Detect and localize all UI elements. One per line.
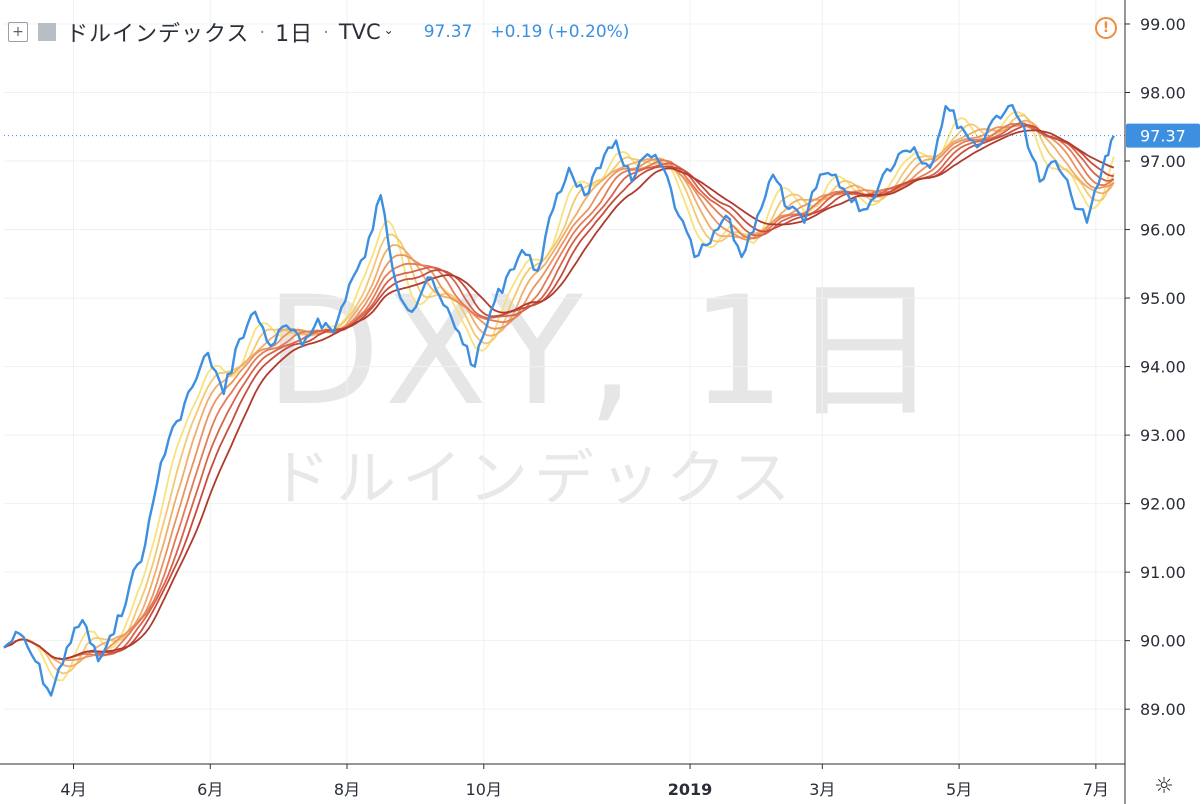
y-tick-label: 91.00 <box>1140 563 1186 582</box>
x-tick-label: 5月 <box>946 780 972 799</box>
separator-dot: · <box>259 21 266 43</box>
moving-average-line-4 <box>3 124 1115 662</box>
exchange-selector[interactable]: TVC ⌄ <box>339 20 394 44</box>
price-line <box>3 103 1115 697</box>
y-tick-label: 93.00 <box>1140 426 1186 445</box>
last-price-label: 97.37 <box>1140 127 1186 146</box>
grid-lines <box>4 0 1125 764</box>
y-tick-label: 90.00 <box>1140 632 1186 651</box>
last-value: 97.37 <box>423 22 473 42</box>
y-tick-label: 94.00 <box>1140 358 1186 377</box>
moving-average-ribbon <box>3 111 1115 682</box>
chevron-down-icon: ⌄ <box>383 23 394 37</box>
moving-average-line-7 <box>3 124 1114 660</box>
y-tick-label: 89.00 <box>1140 700 1186 719</box>
moving-average-line-2 <box>3 114 1115 675</box>
moving-average-line-5 <box>3 122 1115 660</box>
settings-gear-icon[interactable]: ☼ <box>1154 773 1174 799</box>
moving-average-line-1 <box>3 111 1115 682</box>
symbol-name[interactable]: ドルインデックス <box>66 22 250 47</box>
expand-icon[interactable]: + <box>8 22 28 42</box>
y-tick-label: 99.00 <box>1140 15 1186 34</box>
separator-dot: · <box>323 21 329 43</box>
symbol-flag-icon <box>38 23 56 41</box>
x-tick-label: 7月 <box>1083 780 1109 799</box>
y-tick-label: 97.00 <box>1140 152 1186 171</box>
y-tick-label: 92.00 <box>1140 495 1186 514</box>
price-change: +0.19 (+0.20%) <box>490 22 630 42</box>
y-tick-label: 95.00 <box>1140 289 1186 308</box>
x-tick-label: 4月 <box>60 780 86 799</box>
moving-average-line-6 <box>3 122 1115 660</box>
x-tick-label: 6月 <box>197 780 223 799</box>
interval-label[interactable]: 1日 <box>275 22 314 47</box>
last-price-label-bg <box>1126 123 1200 148</box>
moving-average-line-3 <box>3 119 1115 668</box>
x-tick-label: 10月 <box>466 780 502 799</box>
exchange-label: TVC <box>338 20 381 44</box>
x-tick-label: 3月 <box>809 780 835 799</box>
price-series: 97.37 <box>3 103 1200 697</box>
chart-header: + ドルインデックス · 1日 · TVC ⌄ 97.37 +0.19 (+0.… <box>8 14 629 50</box>
y-tick-label: 98.00 <box>1140 84 1186 103</box>
alert-icon[interactable]: ! <box>1095 17 1117 39</box>
x-tick-label: 8月 <box>334 780 360 799</box>
x-tick-label: 2019 <box>668 780 713 799</box>
y-tick-label: 96.00 <box>1140 221 1186 240</box>
moving-average-line-8 <box>3 129 1115 660</box>
